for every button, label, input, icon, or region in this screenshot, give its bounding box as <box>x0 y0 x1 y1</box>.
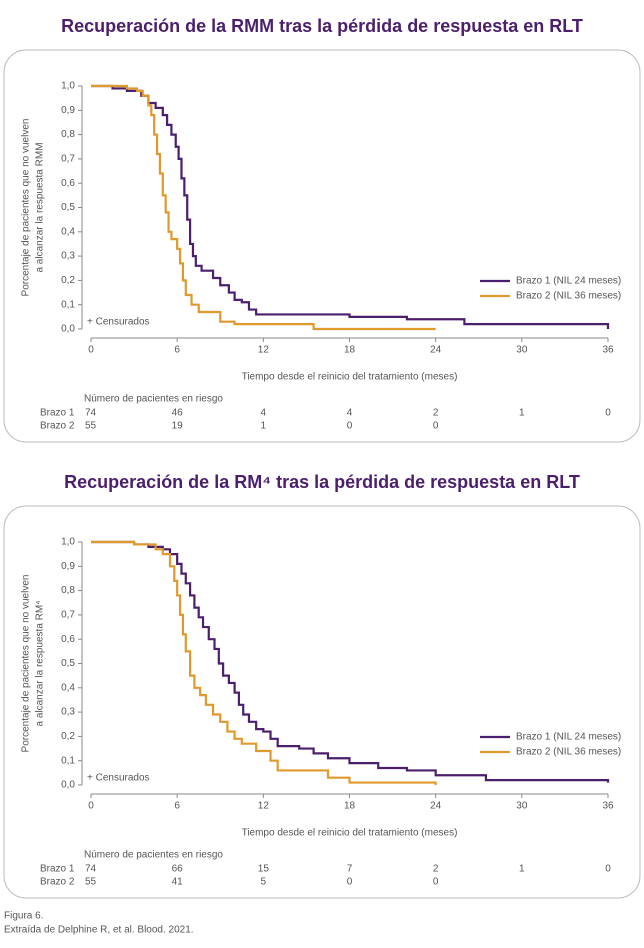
chart-title: Recuperación de la RMM tras la pérdida d… <box>61 16 583 36</box>
y-axis-label: a alcanzar la respuesta RMM <box>35 142 46 272</box>
survival-curve <box>91 84 610 329</box>
y-tick-label: 0,1 <box>61 755 75 766</box>
y-tick-label: 0,9 <box>61 105 75 116</box>
survival-curve <box>91 540 437 785</box>
note: + Censurados <box>87 317 150 328</box>
risk-count: 74 <box>85 408 97 419</box>
x-tick-label: 30 <box>516 801 528 812</box>
y-tick-label: 0,8 <box>61 129 75 140</box>
legend-label: Brazo 1 (NIL 24 meses) <box>516 732 621 743</box>
y-tick-label: 1,0 <box>61 537 75 548</box>
y-tick-label: 0,2 <box>61 731 75 742</box>
y-tick-label: 0,7 <box>61 154 75 165</box>
x-axis-label: Tiempo desde el reinicio del tratamiento… <box>242 372 458 383</box>
risk-row-label: Brazo 1 <box>40 408 75 419</box>
legend-label: Brazo 2 (NIL 36 meses) <box>516 747 621 758</box>
risk-count: 0 <box>347 877 353 888</box>
y-axis-label: a alcanzar la respuesta RM⁴ <box>35 600 46 726</box>
risk-count: 0 <box>605 408 611 419</box>
source: Extraída de Delphine R, et al. Blood. 20… <box>4 925 194 936</box>
y-tick-label: 0,0 <box>61 780 75 791</box>
y-tick-label: 0,8 <box>61 585 75 596</box>
risk-count: 0 <box>605 864 611 875</box>
y-axis-label: Porcentaje de pacientes que no vuelven <box>21 575 32 753</box>
risk-count: 1 <box>519 408 525 419</box>
x-tick-label: 30 <box>516 345 528 356</box>
x-tick-label: 6 <box>174 801 180 812</box>
risk-count: 55 <box>85 877 97 888</box>
risk-count: 1 <box>261 421 267 432</box>
x-tick-label: 24 <box>430 801 442 812</box>
y-tick-label: 0,0 <box>61 324 75 335</box>
risk-count: 0 <box>433 421 439 432</box>
y-tick-label: 0,4 <box>61 682 75 693</box>
legend-label: Brazo 2 (NIL 36 meses) <box>516 291 621 302</box>
risk-count: 7 <box>347 864 353 875</box>
risk-count: 2 <box>433 864 439 875</box>
x-tick-label: 36 <box>602 801 614 812</box>
chart-title: Recuperación de la RM⁴ tras la pérdida d… <box>64 472 580 492</box>
legend-label: Brazo 1 (NIL 24 meses) <box>516 276 621 287</box>
risk-count: 0 <box>347 421 353 432</box>
x-tick-label: 0 <box>88 345 94 356</box>
x-tick-label: 18 <box>344 801 356 812</box>
risk-count: 41 <box>172 877 184 888</box>
risk-count: 4 <box>261 408 267 419</box>
survival-curve <box>91 84 436 331</box>
risk-count: 46 <box>172 408 184 419</box>
y-tick-label: 0,1 <box>61 299 75 310</box>
risk-count: 4 <box>347 408 353 419</box>
y-tick-label: 0,2 <box>61 275 75 286</box>
risk-count: 1 <box>519 864 525 875</box>
x-tick-label: 6 <box>174 345 180 356</box>
risk-count: 55 <box>85 421 97 432</box>
x-tick-label: 36 <box>602 345 614 356</box>
survival-curve <box>91 540 610 783</box>
y-axis-label: Porcentaje de pacientes que no vuelven <box>21 119 32 297</box>
risk-count: 0 <box>433 877 439 888</box>
panel <box>3 505 641 899</box>
y-tick-label: 0,6 <box>61 634 75 645</box>
risk-count: 5 <box>261 877 267 888</box>
y-tick-label: 1,0 <box>61 81 75 92</box>
risk-row-label: Brazo 2 <box>40 421 75 432</box>
figure-label: Figura 6. <box>4 911 43 922</box>
risk-row-label: Brazo 1 <box>40 864 75 875</box>
risk-table-title: Número de pacientes en riesgo <box>84 850 223 861</box>
y-tick-label: 0,5 <box>61 658 75 669</box>
y-tick-label: 0,5 <box>61 202 75 213</box>
x-tick-label: 12 <box>258 801 270 812</box>
x-tick-label: 24 <box>430 345 442 356</box>
y-tick-label: 0,3 <box>61 707 75 718</box>
risk-row-label: Brazo 2 <box>40 877 75 888</box>
x-axis-label: Tiempo desde el reinicio del tratamiento… <box>242 828 458 839</box>
x-tick-label: 12 <box>258 345 270 356</box>
y-tick-label: 0,3 <box>61 251 75 262</box>
y-tick-label: 0,7 <box>61 610 75 621</box>
x-tick-label: 0 <box>88 801 94 812</box>
risk-count: 74 <box>85 864 97 875</box>
y-tick-label: 0,4 <box>61 226 75 237</box>
y-tick-label: 0,6 <box>61 178 75 189</box>
x-tick-label: 18 <box>344 345 356 356</box>
risk-table-title: Número de pacientes en riesgo <box>84 394 223 405</box>
risk-count: 2 <box>433 408 439 419</box>
y-tick-label: 0,9 <box>61 561 75 572</box>
risk-count: 66 <box>172 864 184 875</box>
risk-count: 15 <box>258 864 270 875</box>
note: + Censurados <box>87 773 150 784</box>
panel <box>3 49 641 443</box>
risk-count: 19 <box>172 421 184 432</box>
